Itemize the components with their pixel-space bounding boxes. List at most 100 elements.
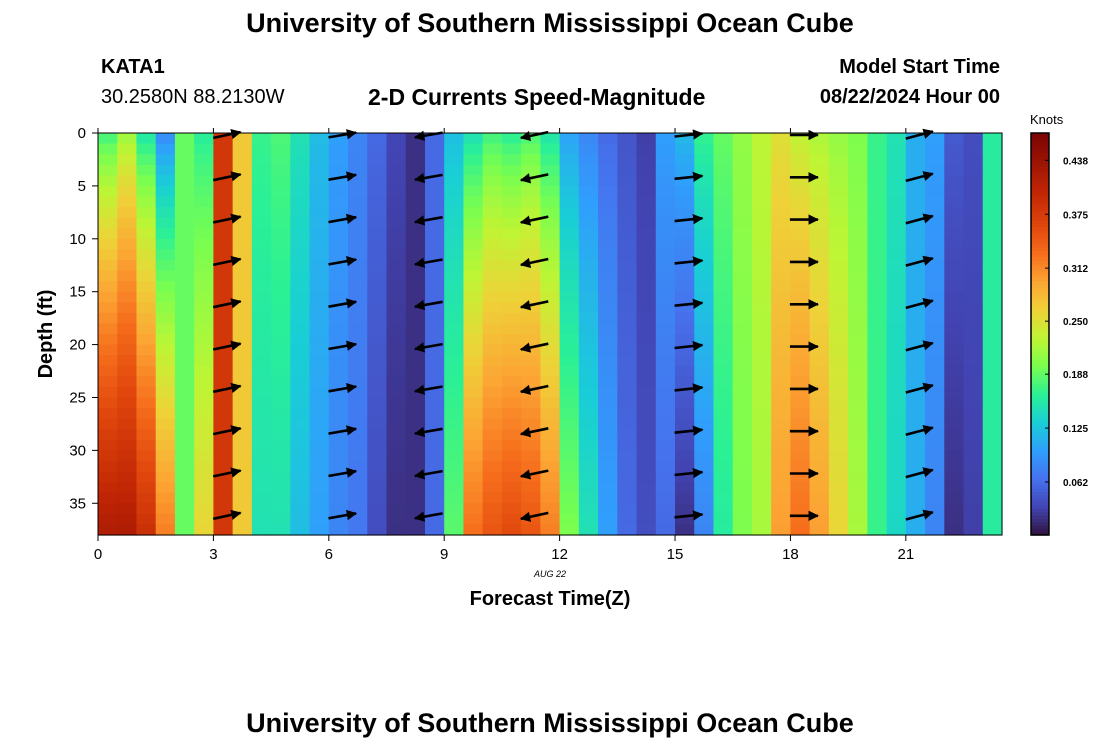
heatmap-cell	[444, 133, 465, 145]
heatmap-cell	[732, 471, 753, 483]
heatmap-cell	[982, 471, 1003, 483]
heatmap-cell	[732, 143, 753, 155]
heatmap-cell	[271, 228, 291, 240]
heatmap-cell	[925, 207, 945, 219]
heatmap-cell	[309, 143, 330, 155]
heatmap-cell	[174, 344, 195, 356]
heatmap-cell	[790, 344, 811, 356]
heatmap-cell	[194, 133, 214, 145]
heatmap-cell	[636, 376, 657, 388]
heatmap-cell	[982, 376, 1003, 388]
heatmap-cell	[271, 164, 291, 176]
heatmap-cell	[828, 492, 849, 504]
heatmap-cell	[117, 196, 138, 208]
heatmap-cell	[886, 281, 907, 293]
heatmap-cell	[809, 460, 830, 473]
heatmap-cell	[713, 238, 734, 250]
heatmap-cell	[905, 408, 926, 420]
colorbar-swatch	[1031, 494, 1049, 499]
heatmap-cell	[328, 482, 349, 494]
heatmap-cell	[98, 524, 118, 536]
heatmap-cell	[290, 503, 311, 515]
heatmap-cell	[117, 334, 138, 346]
heatmap-cell	[194, 291, 214, 303]
current-vector-arrow	[905, 382, 934, 394]
heatmap-cell	[598, 228, 618, 240]
heatmap-cell	[521, 418, 541, 430]
heatmap-cell	[98, 492, 118, 504]
heatmap-cell	[905, 249, 926, 261]
heatmap-cell	[136, 376, 157, 388]
heatmap-cell	[521, 249, 541, 261]
heatmap-cell	[732, 450, 753, 462]
heatmap-cell	[309, 492, 330, 504]
heatmap-cell	[732, 185, 753, 198]
heatmap-cell	[521, 312, 541, 325]
heatmap-cell	[290, 439, 311, 451]
x-tick-label: 3	[209, 546, 217, 563]
colorbar-swatch	[1031, 514, 1049, 519]
heatmap-cell	[617, 482, 638, 494]
heatmap-cell	[944, 133, 965, 145]
heatmap-cell	[751, 450, 772, 462]
heatmap-cell	[617, 164, 638, 176]
heatmap-cell	[982, 270, 1003, 282]
heatmap-cell	[309, 344, 330, 356]
heatmap-cell	[925, 418, 945, 430]
heatmap-cell	[290, 334, 311, 346]
colorbar-swatch	[1031, 210, 1049, 214]
heatmap-cell	[867, 450, 888, 462]
heatmap-cell	[617, 408, 638, 420]
current-vector-arrow	[674, 129, 704, 140]
heatmap-cell	[424, 143, 445, 155]
heatmap-cell	[828, 397, 849, 409]
colorbar-swatch	[1031, 380, 1049, 385]
heatmap-cell	[790, 238, 811, 250]
heatmap-cell	[309, 323, 330, 335]
heatmap-cell	[925, 143, 945, 155]
heatmap-cell	[290, 291, 311, 303]
heatmap-cell	[713, 228, 734, 240]
heatmap-cell	[444, 418, 465, 430]
heatmap-cell	[501, 196, 522, 208]
colorbar-swatch	[1031, 246, 1049, 251]
heatmap-cell	[194, 175, 214, 187]
heatmap-cell	[309, 513, 330, 526]
heatmap-cell	[328, 460, 349, 473]
heatmap-cell	[232, 365, 253, 377]
heatmap-cell	[963, 238, 984, 250]
heatmap-cell	[463, 492, 484, 504]
heatmap-cell	[213, 323, 234, 335]
heatmap-cell	[867, 238, 888, 250]
heatmap-cell	[636, 344, 657, 356]
heatmap-cell	[117, 133, 138, 145]
colorbar-swatch	[1031, 300, 1049, 305]
heatmap-cell	[405, 334, 426, 346]
heatmap-cell	[655, 323, 676, 335]
heatmap-cell	[713, 154, 734, 166]
colorbar-swatch	[1031, 478, 1049, 482]
heatmap-cell	[925, 312, 945, 325]
heatmap-cell	[540, 365, 561, 377]
heatmap-cell	[886, 196, 907, 208]
heatmap-cell	[809, 175, 830, 187]
heatmap-cell	[636, 429, 657, 441]
heatmap-cell	[309, 355, 330, 367]
heatmap-cell	[290, 302, 311, 314]
heatmap-cell	[905, 270, 926, 282]
heatmap-cell	[174, 355, 195, 367]
heatmap-cell	[405, 238, 426, 250]
heatmap-cell	[155, 291, 176, 303]
heatmap-cell	[598, 238, 618, 250]
heatmap-cell	[367, 133, 388, 145]
heatmap-cell	[694, 133, 715, 145]
heatmap-cells	[98, 133, 1003, 536]
colorbar-swatch	[1031, 330, 1049, 335]
heatmap-cell	[367, 154, 388, 166]
colorbar-swatch	[1031, 270, 1049, 275]
heatmap-cell	[309, 175, 330, 187]
heatmap-cell	[963, 175, 984, 187]
heatmap-cell	[194, 281, 214, 293]
heatmap-cell	[732, 418, 753, 430]
heatmap-cell	[771, 154, 792, 166]
